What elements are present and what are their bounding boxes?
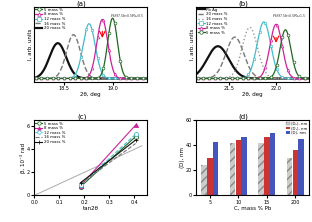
Y-axis label: ⟨D⟩, nm: ⟨D⟩, nm — [179, 147, 185, 168]
Text: Pd$_{97.5}$In$_{0.5}$Ru$_{0.5}$: Pd$_{97.5}$In$_{0.5}$Ru$_{0.5}$ — [110, 13, 144, 20]
Bar — [241, 137, 247, 195]
Bar — [207, 158, 212, 195]
Legend: Pb Ag, 20 mass %, 16 mass %, 12 mass %, 8 mass %, 5 mass %: Pb Ag, 20 mass %, 16 mass %, 12 mass %, … — [197, 8, 227, 35]
Bar — [230, 143, 235, 195]
X-axis label: tan2θ: tan2θ — [83, 206, 99, 211]
X-axis label: 2θ, deg: 2θ, deg — [80, 92, 101, 97]
Bar — [293, 151, 298, 195]
X-axis label: C, mass % Pb: C, mass % Pb — [234, 206, 271, 211]
Bar — [236, 141, 241, 195]
Title: (b): (b) — [239, 0, 249, 7]
X-axis label: 2θ, deg: 2θ, deg — [242, 92, 263, 97]
Bar — [287, 158, 292, 195]
Title: (d): (d) — [239, 114, 249, 121]
Y-axis label: I, arb. units: I, arb. units — [190, 28, 195, 60]
Y-axis label: β, 10⁻³ rad: β, 10⁻³ rad — [20, 143, 26, 173]
Bar — [270, 133, 275, 195]
Bar — [202, 165, 207, 195]
Title: (c): (c) — [77, 114, 86, 121]
Title: (a): (a) — [77, 0, 86, 7]
Text: Pd$_{97.5}$In$_{0.5}$Ru$_{1.5}$: Pd$_{97.5}$In$_{0.5}$Ru$_{1.5}$ — [271, 13, 305, 20]
Bar — [213, 142, 218, 195]
Legend: 5 mass %, 8 mass %, 12 mass %, 16 mass %, 20 mass %: 5 mass %, 8 mass %, 12 mass %, 16 mass %… — [36, 122, 65, 144]
Bar — [264, 137, 270, 195]
Y-axis label: I, arb. units: I, arb. units — [28, 28, 33, 60]
Bar — [298, 139, 304, 195]
Bar — [258, 143, 264, 195]
Legend: ⟨D₀⟩, nm, ⟨D₁⟩, nm, ⟨D⟩, nm: ⟨D₀⟩, nm, ⟨D₁⟩, nm, ⟨D⟩, nm — [286, 122, 308, 135]
Legend: 5 mass %, 8 mass %, 12 mass %, 16 mass %, 20 mass %: 5 mass %, 8 mass %, 12 mass %, 16 mass %… — [36, 8, 65, 30]
